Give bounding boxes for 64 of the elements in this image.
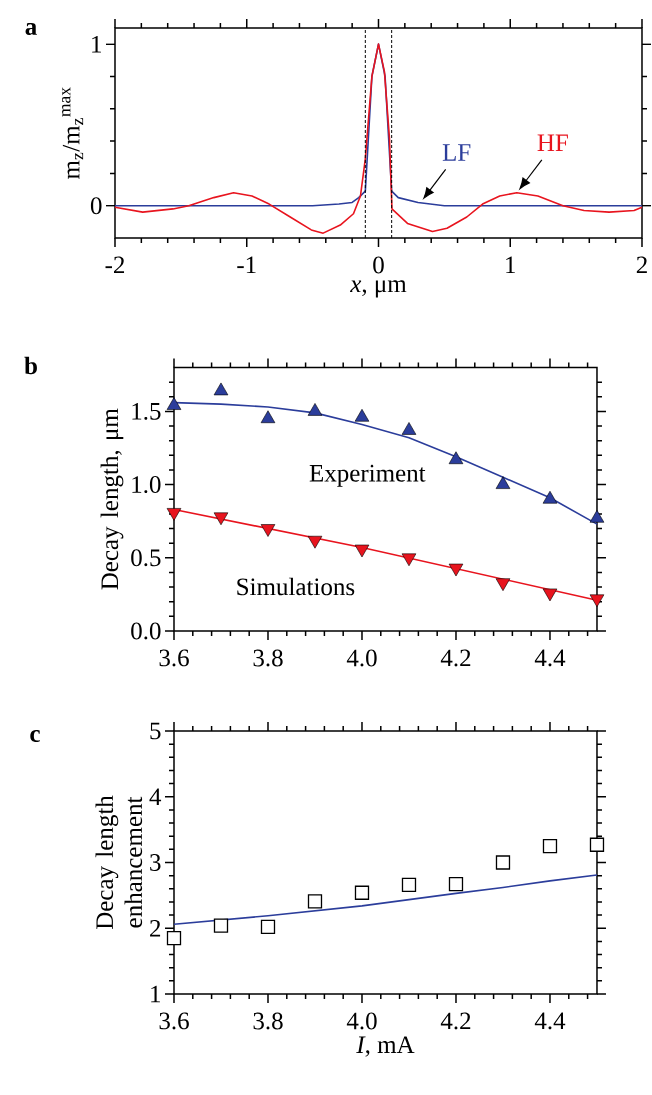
point xyxy=(307,894,323,909)
y-tick-label: 1.0 xyxy=(132,476,161,494)
y-axis-title: Decay length enhancement xyxy=(95,795,143,930)
y-tick-label: 1.5 xyxy=(132,402,161,420)
x-tick-label: 1 xyxy=(506,256,516,274)
point xyxy=(495,855,511,870)
x-tick-label: -1 xyxy=(237,256,256,274)
x-axis-title: x, μm xyxy=(350,280,407,298)
chart-title: b xyxy=(24,356,38,375)
point xyxy=(213,512,229,526)
point xyxy=(166,508,182,521)
point xyxy=(542,838,558,854)
point xyxy=(354,544,370,558)
annotation: HF xyxy=(537,134,569,151)
point xyxy=(448,451,464,465)
point xyxy=(589,594,605,608)
y-tick-label: 3 xyxy=(150,854,161,871)
x-tick-label: -2 xyxy=(105,256,125,274)
y-axis-title: m$_{z}$/m$_{z}$max xyxy=(62,87,84,179)
y-tick-label: 4 xyxy=(149,788,162,805)
x-axis-title: I, mA xyxy=(356,1036,415,1057)
x-tick-label: 3.6 xyxy=(159,649,190,667)
point xyxy=(401,422,417,435)
point xyxy=(166,930,182,946)
x-tick-label: 4.0 xyxy=(346,649,377,667)
x-tick-label: 4.0 xyxy=(346,1012,377,1030)
point xyxy=(354,885,370,900)
point xyxy=(401,877,417,892)
point xyxy=(495,578,511,591)
point xyxy=(260,410,276,424)
y-tick-label: 5 xyxy=(150,722,161,740)
point xyxy=(354,408,370,422)
x-tick-label: 4.4 xyxy=(534,1012,566,1030)
chart-title: a xyxy=(25,23,37,35)
point xyxy=(589,837,605,852)
x-tick-label: 4.2 xyxy=(440,649,471,667)
x-tick-label: 4.4 xyxy=(534,649,566,667)
chart-title: c xyxy=(30,730,41,743)
y-tick-label: 0.5 xyxy=(131,549,161,567)
point xyxy=(260,524,276,537)
annotation: LF xyxy=(442,144,471,161)
x-tick-label: 3.8 xyxy=(253,649,283,667)
x-tick-label: 0 xyxy=(373,256,384,274)
annotation: Simulations xyxy=(237,577,355,596)
point xyxy=(542,588,558,602)
x-tick-label: 2 xyxy=(636,256,647,274)
point xyxy=(307,535,323,549)
point xyxy=(307,403,323,416)
y-tick-label: 1 xyxy=(151,985,161,1003)
point xyxy=(166,397,182,410)
x-tick-label: 4.2 xyxy=(440,1012,471,1030)
x-tick-label: 3.8 xyxy=(253,1012,283,1030)
point xyxy=(213,382,229,396)
point xyxy=(401,553,417,567)
y-tick-label: 2 xyxy=(150,919,161,937)
point xyxy=(260,919,276,935)
x-tick-label: 3.6 xyxy=(159,1012,190,1030)
point xyxy=(213,918,229,933)
point xyxy=(448,563,464,577)
annotation: Experiment xyxy=(309,464,426,487)
point xyxy=(448,877,464,892)
line-series xyxy=(173,874,598,926)
y-tick-label: 0.0 xyxy=(131,622,161,640)
y-axis-title: Decay length, μm xyxy=(100,408,124,590)
